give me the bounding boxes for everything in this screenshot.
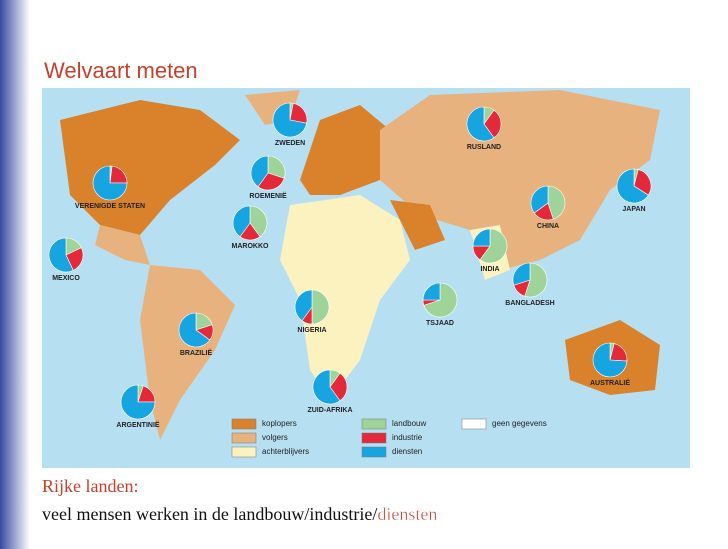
pie-slice xyxy=(249,205,268,238)
country-label: RUSLAND xyxy=(467,144,501,151)
pie-slice xyxy=(633,169,652,196)
pie-slice xyxy=(329,372,348,402)
pie-slice xyxy=(547,185,566,220)
country-label: INDIA xyxy=(480,266,499,273)
legend: koplopers volgers achterblijvers landbouw in… xyxy=(231,418,547,458)
pie-slice xyxy=(592,342,628,378)
caption-highlight: diensten xyxy=(377,504,437,524)
pie-slice xyxy=(232,205,251,238)
legend-swatch xyxy=(361,432,387,444)
pie-slice xyxy=(466,106,495,142)
legend-label: industrie xyxy=(392,433,423,442)
pie-slice xyxy=(294,289,313,322)
caption-text: veel mensen werken in de landbouw/indust… xyxy=(42,504,437,524)
pie-slice xyxy=(479,228,508,264)
country-label: BRAZILIË xyxy=(180,349,213,357)
country-label: JAPAN xyxy=(622,206,645,213)
legend-swatch xyxy=(461,418,487,430)
legend-label: landbouw xyxy=(392,419,426,428)
legend-label: achterblijvers xyxy=(262,447,309,456)
pie-slice xyxy=(524,262,548,298)
country-label: CHINA xyxy=(537,223,559,230)
country-label: MEXICO xyxy=(52,275,80,282)
legend-swatch xyxy=(361,446,387,458)
country-label: ROEMENIË xyxy=(249,192,287,200)
country-label: AUSTRALIË xyxy=(590,379,630,387)
slide-title: Welvaart meten xyxy=(44,58,198,83)
pie-slice xyxy=(530,185,549,214)
pie-slice xyxy=(92,165,128,201)
pie-slice xyxy=(311,289,330,325)
pie-slice xyxy=(512,262,531,286)
pie-slice xyxy=(267,155,286,179)
pie-slice xyxy=(483,109,502,139)
pie-slice xyxy=(120,384,156,420)
africa xyxy=(280,195,410,400)
north-america xyxy=(60,100,240,235)
country-label: ZUID-AFRIKA xyxy=(307,407,352,414)
legend-swatch xyxy=(361,418,387,430)
legend-swatch xyxy=(231,418,257,430)
legend-label: geen gegevens xyxy=(492,419,547,428)
central-america xyxy=(95,225,150,265)
pie-slice xyxy=(272,102,308,138)
country-label: BANGLADESH xyxy=(505,300,554,307)
legend-swatch xyxy=(231,432,257,444)
arabia xyxy=(390,200,445,250)
pie-slice xyxy=(250,155,269,188)
pie-slice xyxy=(312,369,341,405)
pie-layer: VERENIGDE STATEN MEXICO BRAZILIË ARGENTINIË… xyxy=(48,102,652,429)
legend-panel xyxy=(226,416,596,464)
pie-slice xyxy=(616,168,649,204)
caption-heading: Rijke landen: xyxy=(42,476,138,496)
legend-label: volgers xyxy=(262,433,288,442)
pie-slice xyxy=(422,282,441,301)
legend-swatch xyxy=(231,446,257,458)
legend-label: koplopers xyxy=(262,419,297,428)
pie-slice xyxy=(257,172,285,191)
country-label: ZWEDEN xyxy=(275,140,305,147)
legend-label: diensten xyxy=(392,447,422,456)
country-label: TSJAAD xyxy=(426,320,454,327)
south-america xyxy=(140,265,235,440)
side-bar xyxy=(0,0,30,549)
map: VERENIGDE STATEN MEXICO BRAZILIË ARGENTINIË… xyxy=(42,88,690,468)
country-label: ARGENTINIË xyxy=(116,421,160,429)
pie-slice xyxy=(472,228,491,247)
pie-slice xyxy=(178,312,211,348)
caption-body: veel mensen werken in de landbouw/indust… xyxy=(42,504,377,524)
country-label: MAROKKO xyxy=(232,243,269,250)
pie-slice xyxy=(48,237,74,273)
country-label: NIGERIA xyxy=(297,327,326,334)
europe xyxy=(300,105,390,195)
asia xyxy=(380,90,660,270)
pie-slice xyxy=(423,282,458,318)
country-label: VERENIGDE STATEN xyxy=(75,203,145,210)
